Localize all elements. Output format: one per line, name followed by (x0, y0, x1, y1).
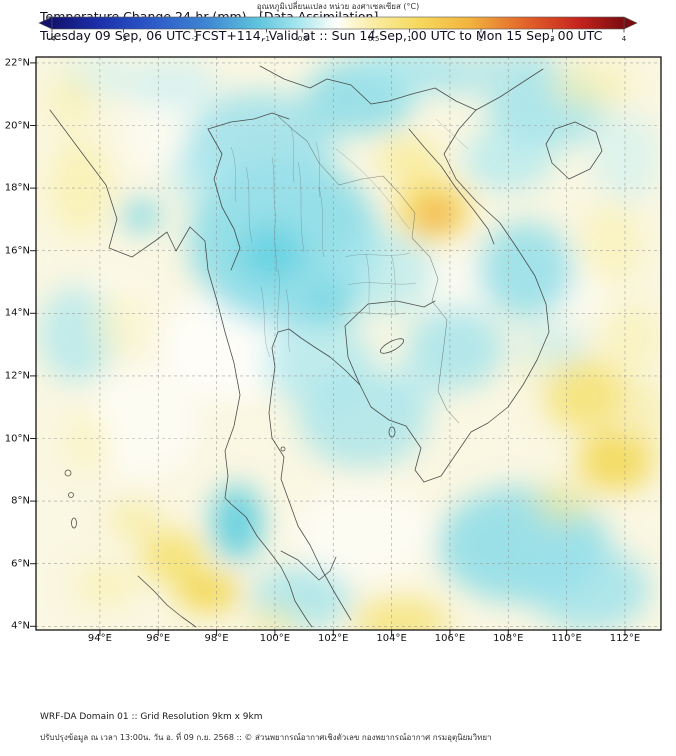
phu-quoc-island (388, 426, 396, 438)
lat-tick-label: 10°N (4, 433, 30, 444)
thailand-malaysia-border (280, 550, 337, 581)
axis-ticks-layer (30, 62, 626, 636)
lon-tick-label: 100°E (259, 633, 291, 644)
lon-tick-label: 96°E (146, 633, 171, 644)
lat-tick-label: 16°N (4, 245, 30, 257)
weather-map (30, 56, 662, 636)
colorbar-gradient-bar (51, 16, 625, 30)
province-boundaries (230, 118, 469, 358)
sumatra-coastline (137, 575, 197, 628)
lon-tick-label: 108°E (493, 633, 524, 644)
nicobar-island-2 (68, 492, 74, 498)
colorbar-label: อุณหภูมิเปลี่ยนแปลง หน่วย องศาเซลเซียส (… (256, 2, 420, 11)
update-copyright-info: ปรับปรุงข้อมูล ณ เวลา 13:00น. วัน อ. ที่… (40, 733, 492, 742)
thailand-cambodia-border (344, 300, 436, 386)
colorbar-tick-labels: -4 -3 -2 -1 -0.5 0.5 1 2 3 4 (49, 29, 627, 43)
lat-tick-label: 12°N (4, 370, 30, 382)
vietnam-laos-border (408, 128, 495, 245)
map-frame (35, 56, 662, 631)
colorbar-tick-value: 1 (407, 35, 411, 43)
map-area: 22°N 20°N 18°N 16°N 14°N 12°N 10°N 8°N 6°N 4°N 94°… (5, 56, 662, 644)
lat-tick-label: 20°N (4, 120, 30, 131)
colorbar-tick-value: -0.5 (295, 35, 309, 43)
lon-tick-label: 104°E (376, 633, 407, 644)
colorbar-tick-value: -4 (49, 35, 57, 43)
lat-tick-label: 14°N (4, 307, 30, 319)
lon-tick-label: 94°E (87, 633, 112, 644)
map-subtitle: Tuesday 09 Sep, 06 UTC FCST+114, Valid a… (40, 28, 603, 43)
coastline-west (49, 109, 313, 628)
thailand-myanmar-border (207, 128, 241, 271)
china-border (259, 65, 477, 111)
colorbar-scale: -4 -3 -2 -1 -0.5 0.5 1 2 3 4 (38, 16, 638, 43)
mekong-river (277, 115, 460, 424)
model-domain-info: WRF-DA Domain 01 :: Grid Resolution 9km … (40, 712, 263, 722)
colorbar-right-arrow (623, 16, 638, 30)
colorbar-tick-value: 2 (479, 35, 483, 43)
colorbar-tick-value: -1 (263, 35, 270, 43)
colorbar-tick-value: 3 (550, 35, 554, 43)
hainan-island-outline (545, 121, 603, 180)
temperature-shading-layer (36, 57, 661, 630)
lon-tick-label: 106°E (434, 633, 466, 644)
coastline-east (268, 68, 550, 621)
lon-tick-label: 112°E (609, 633, 641, 644)
lon-tick-label: 110°E (551, 633, 582, 644)
lon-tick-label: 98°E (204, 633, 229, 644)
nicobar-island-3 (71, 517, 77, 529)
lat-tick-label: 18°N (4, 182, 30, 194)
coastline-borders-layer (49, 65, 603, 628)
lon-tick-label: 102°E (318, 633, 349, 644)
colorbar-left-arrow (38, 16, 53, 30)
nicobar-island-1 (64, 469, 72, 477)
colorbar: อุณหภูมิเปลี่ยนแปลง หน่วย องศาเซลเซียส (… (0, 0, 676, 49)
lat-tick-label: 6°N (11, 558, 30, 570)
colorbar-tick-value: -3 (120, 35, 127, 43)
koh-samui-island (280, 446, 286, 452)
colorbar-tick-value: 0.5 (368, 35, 379, 43)
footer: WRF-DA Domain 01 :: Grid Resolution 9km … (40, 712, 492, 744)
colorbar-tick-value: -2 (192, 35, 199, 43)
lat-tick-label: 4°N (11, 620, 30, 632)
tonle-sap-lake (379, 338, 405, 354)
lat-tick-label: 22°N (4, 57, 30, 69)
thailand-north-border (207, 112, 290, 130)
colorbar-tick-value: 4 (622, 35, 627, 43)
lat-tick-label: 8°N (11, 495, 30, 507)
